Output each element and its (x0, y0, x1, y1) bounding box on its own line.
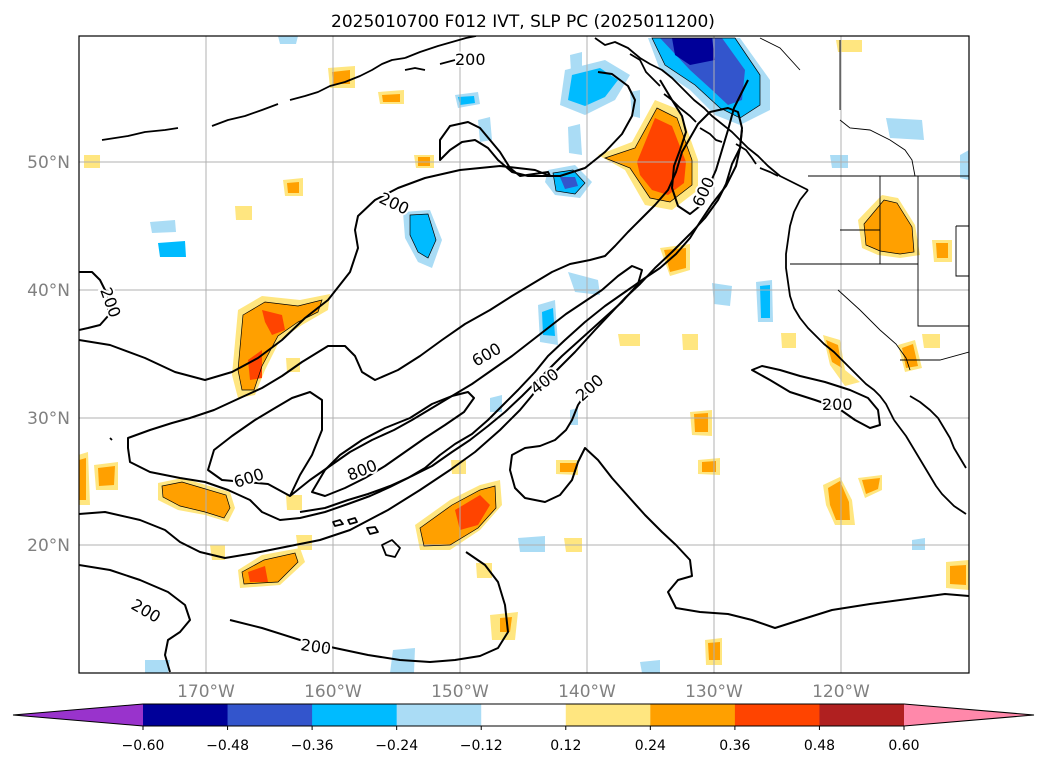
colorbar-tick-label: −0.24 (375, 738, 418, 754)
lon-label: 120°W (812, 682, 870, 702)
lon-label: 130°W (685, 682, 743, 702)
colorbar-swatch (312, 704, 398, 726)
negative-anomaly-fills (145, 36, 969, 673)
colorbar-tick-label: −0.60 (122, 738, 165, 754)
positive-anomaly-fills (79, 40, 969, 665)
lat-label: 20°N (27, 536, 70, 556)
colorbar-tick-label: 0.12 (550, 738, 581, 754)
colorbar-swatch (143, 704, 229, 726)
slp-contours (79, 71, 969, 673)
colorbar-tick-label: 0.36 (719, 738, 750, 754)
map-frame (78, 35, 970, 674)
colorbar-tick-label: −0.48 (206, 738, 249, 754)
colorbar-tick-label: 0.48 (804, 738, 835, 754)
lat-label: 50°N (27, 153, 70, 173)
colorbar-tick-label: 0.24 (635, 738, 666, 754)
colorbar-extend-low (13, 704, 143, 726)
colorbar-swatch (650, 704, 736, 726)
colorbar-tick-label: −0.12 (460, 738, 503, 754)
lon-labels: 170°W 160°W 150°W 140°W 130°W 120°W (177, 682, 870, 702)
colorbar-swatch (734, 704, 820, 726)
lon-label: 150°W (431, 682, 489, 702)
coastlines (101, 36, 967, 558)
lat-labels: 50°N 40°N 30°N 20°N (27, 153, 70, 556)
colorbar-swatch (227, 704, 313, 726)
contour-label: 200 (455, 50, 486, 69)
graticule (79, 36, 969, 673)
colorbar-swatch (565, 704, 651, 726)
lat-label: 30°N (27, 409, 70, 429)
map-area: 200 200 200 600 600 400 200 600 800 200 … (79, 36, 969, 673)
lat-label: 40°N (27, 281, 70, 301)
colorbar-swatch (481, 704, 567, 726)
colorbar-extend-high (904, 704, 1034, 726)
lon-label: 170°W (177, 682, 235, 702)
lon-label: 140°W (558, 682, 616, 702)
map-title: 2025010700 F012 IVT, SLP PC (2025011200) (331, 12, 715, 32)
colorbar-tick-label: 0.60 (888, 738, 919, 754)
colorbar-tick-label: −0.36 (291, 738, 334, 754)
contour-label: 200 (822, 395, 853, 414)
lon-label: 160°W (304, 682, 362, 702)
colorbar-swatch (819, 704, 905, 726)
colorbar-swatch (396, 704, 482, 726)
colorbar: −0.60 −0.48 −0.36 −0.24 −0.12 0.12 0.24 0.36 0.4… (12, 703, 1035, 754)
anomaly-outlines (161, 37, 915, 585)
